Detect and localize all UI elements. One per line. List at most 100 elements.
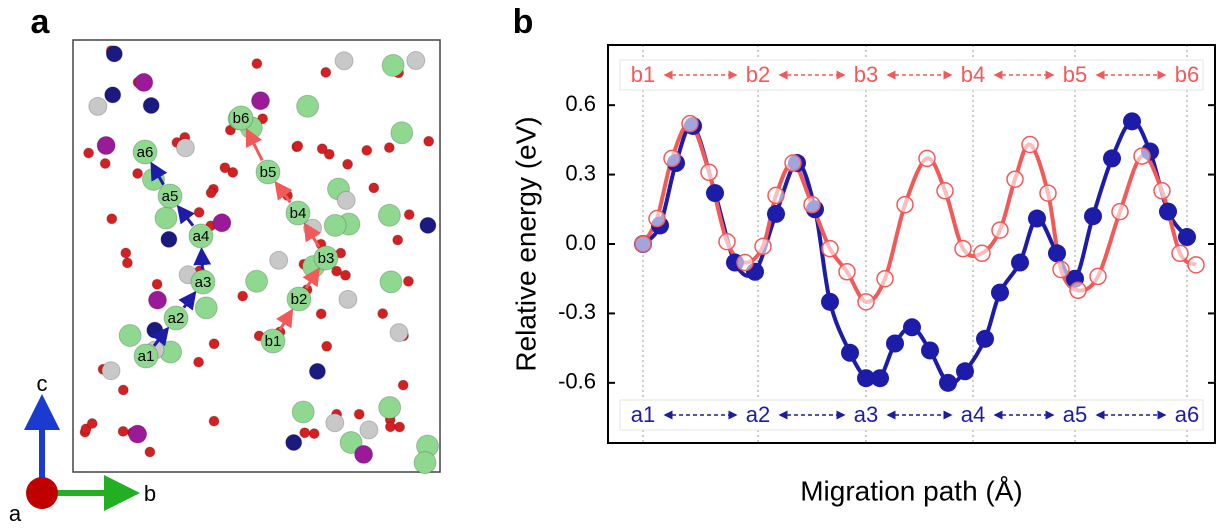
data-point xyxy=(903,318,921,336)
atom xyxy=(194,357,204,367)
atom xyxy=(355,445,373,463)
data-point xyxy=(701,164,717,180)
panel-label: b xyxy=(513,3,534,41)
atom xyxy=(354,409,364,419)
atom xyxy=(195,297,217,319)
data-point xyxy=(1154,183,1170,199)
atom xyxy=(270,251,288,269)
data-point xyxy=(1123,112,1141,130)
site-label: a3 xyxy=(854,402,878,427)
data-point xyxy=(991,284,1009,302)
site-label: b6 xyxy=(1175,62,1199,87)
atom xyxy=(118,385,128,395)
atom xyxy=(84,148,94,158)
site-label: b5 xyxy=(1063,62,1087,87)
atom xyxy=(414,452,436,474)
atom xyxy=(379,397,401,419)
y-axis-label: Relative energy (eV) xyxy=(510,116,541,371)
site-label: a4 xyxy=(961,402,985,427)
data-point xyxy=(649,211,665,227)
atom xyxy=(335,52,353,70)
data-point xyxy=(1159,203,1177,221)
atom xyxy=(309,429,319,439)
site-label: a4 xyxy=(193,228,210,245)
atom xyxy=(398,380,408,390)
atom xyxy=(119,325,141,347)
atom xyxy=(322,341,332,351)
data-point xyxy=(839,264,855,280)
atom xyxy=(213,214,231,232)
data-point xyxy=(1188,257,1204,273)
atom xyxy=(129,425,147,443)
atom xyxy=(292,401,314,423)
y-tick-label: -0.3 xyxy=(558,299,596,324)
a-axis xyxy=(26,477,58,509)
data-point xyxy=(737,255,753,271)
data-point xyxy=(785,155,801,171)
data-point xyxy=(1084,207,1102,225)
site-label: a3 xyxy=(195,274,212,291)
data-point xyxy=(955,241,971,257)
axis-label: c xyxy=(37,371,48,396)
site-label: a2 xyxy=(168,310,185,327)
hop-arrow xyxy=(202,250,203,269)
data-point xyxy=(877,271,893,287)
data-point xyxy=(682,116,698,132)
site-label: b2 xyxy=(746,62,770,87)
data-point xyxy=(1011,254,1029,272)
atom xyxy=(238,291,248,301)
atom xyxy=(135,73,153,91)
atom xyxy=(149,291,167,309)
site-label: b3 xyxy=(854,62,878,87)
plot-frame xyxy=(608,45,1215,443)
atom xyxy=(369,183,379,193)
data-point xyxy=(939,374,957,392)
atom xyxy=(309,363,325,379)
data-point xyxy=(719,234,735,250)
atom xyxy=(194,207,204,217)
data-point xyxy=(886,335,904,353)
data-point xyxy=(1112,204,1128,220)
data-point xyxy=(992,222,1008,238)
site-label: a1 xyxy=(138,348,155,365)
atom xyxy=(420,217,436,233)
y-tick-label: 0.3 xyxy=(565,160,596,185)
data-point xyxy=(821,293,839,311)
site-label: a6 xyxy=(1175,402,1199,427)
atom xyxy=(297,95,319,117)
site-label: b1 xyxy=(265,333,282,350)
atom xyxy=(209,416,219,426)
data-point xyxy=(1070,282,1086,298)
atom xyxy=(407,52,425,70)
atom xyxy=(143,98,159,114)
data-point xyxy=(974,245,990,261)
atom xyxy=(176,139,194,157)
atom xyxy=(393,235,403,245)
site-label: b4 xyxy=(961,62,985,87)
atom xyxy=(252,59,262,69)
data-point xyxy=(804,197,820,213)
atom xyxy=(378,204,400,226)
data-point xyxy=(1103,149,1121,167)
data-point xyxy=(937,183,953,199)
atom xyxy=(382,54,404,76)
atom xyxy=(220,163,230,173)
atom xyxy=(118,426,128,436)
atom xyxy=(122,258,132,268)
atom xyxy=(316,309,326,319)
site-label: b2 xyxy=(291,291,308,308)
atom xyxy=(121,248,131,258)
data-point xyxy=(1022,137,1038,153)
data-point xyxy=(1053,261,1069,277)
site-label: a5 xyxy=(162,188,179,205)
atoms xyxy=(80,46,439,474)
site-label: b6 xyxy=(233,110,250,127)
atom xyxy=(362,145,372,155)
site-label: b1 xyxy=(631,62,655,87)
atom xyxy=(293,141,303,151)
data-point xyxy=(919,150,935,166)
figure: a b a1a2a3a4a5a6b1b2b3b4b5b6 c b a b1b2b… xyxy=(0,0,1229,529)
atom xyxy=(384,143,394,153)
data-point xyxy=(822,241,838,257)
data-point xyxy=(706,184,724,202)
